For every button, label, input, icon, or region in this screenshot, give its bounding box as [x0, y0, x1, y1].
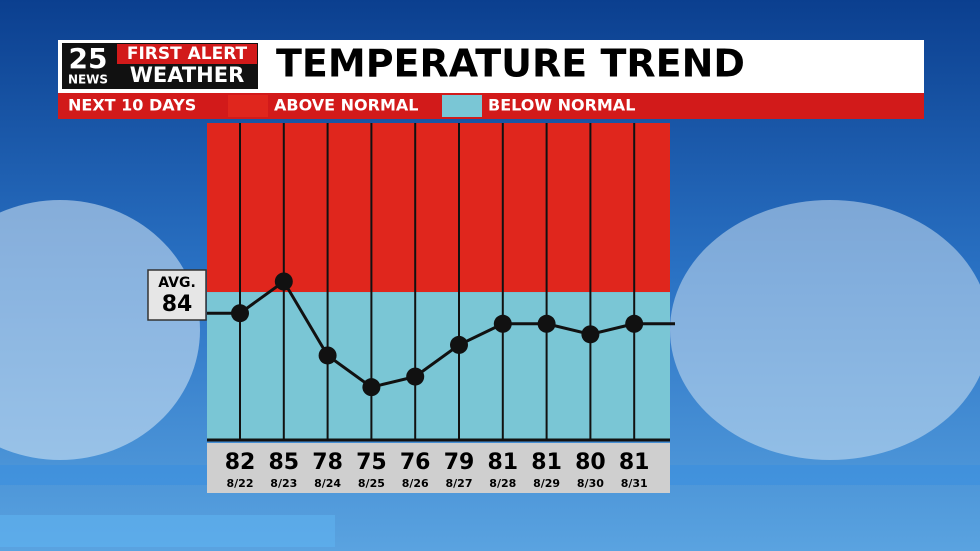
avg-value: 84 [162, 292, 193, 317]
value-label: 81 [531, 450, 562, 475]
legend-swatch [442, 95, 482, 117]
point [362, 378, 381, 397]
stripe [0, 515, 335, 547]
legend-swatch [228, 95, 268, 117]
value-label: 75 [356, 450, 387, 475]
point [581, 325, 600, 344]
chart-title: TEMPERATURE TREND [276, 42, 745, 86]
point [231, 304, 249, 323]
value-label: 79 [444, 450, 475, 475]
logo-number: 25 [69, 42, 108, 75]
cloud [670, 200, 980, 460]
value-label: 78 [312, 450, 343, 475]
x-tick-label: 8/29 [533, 477, 560, 490]
point [406, 367, 425, 386]
x-tick-label: 8/23 [270, 477, 297, 490]
logo-product: WEATHER [130, 63, 245, 87]
point [493, 314, 512, 333]
x-tick-label: 8/25 [358, 477, 385, 490]
value-label: 76 [400, 450, 431, 475]
x-tick-label: 8/24 [314, 477, 341, 490]
x-tick-label: 8/30 [577, 477, 604, 490]
legend-label: ABOVE NORMAL [274, 96, 418, 115]
label-strip [207, 443, 670, 493]
avg-box [147, 269, 207, 321]
cloud [0, 200, 200, 460]
subtitle: NEXT 10 DAYS [68, 96, 196, 115]
value-label: 81 [487, 450, 518, 475]
below-zone [207, 292, 670, 440]
trend-line [239, 279, 635, 389]
logo-brand: FIRST ALERT [127, 44, 248, 64]
point [274, 272, 293, 291]
above-zone [207, 123, 670, 293]
point [318, 346, 337, 365]
legend-label: BELOW NORMAL [488, 96, 635, 115]
x-tick-label: 8/28 [489, 477, 516, 490]
x-tick-label: 8/31 [621, 477, 648, 490]
subtitle-bar [58, 93, 924, 119]
x-tick-label: 8/26 [402, 477, 429, 490]
logo-red [117, 44, 257, 64]
point [625, 314, 644, 333]
value-label: 85 [268, 450, 299, 475]
x-tick-label: 8/27 [446, 477, 473, 490]
x-tick-label: 8/22 [227, 477, 254, 490]
avg-label: AVG. [158, 275, 196, 291]
value-label: 82 [225, 450, 256, 475]
value-label: 81 [619, 450, 650, 475]
value-label: 80 [575, 450, 606, 475]
logo-station: NEWS [68, 73, 108, 87]
point [537, 314, 556, 333]
point [450, 335, 468, 354]
